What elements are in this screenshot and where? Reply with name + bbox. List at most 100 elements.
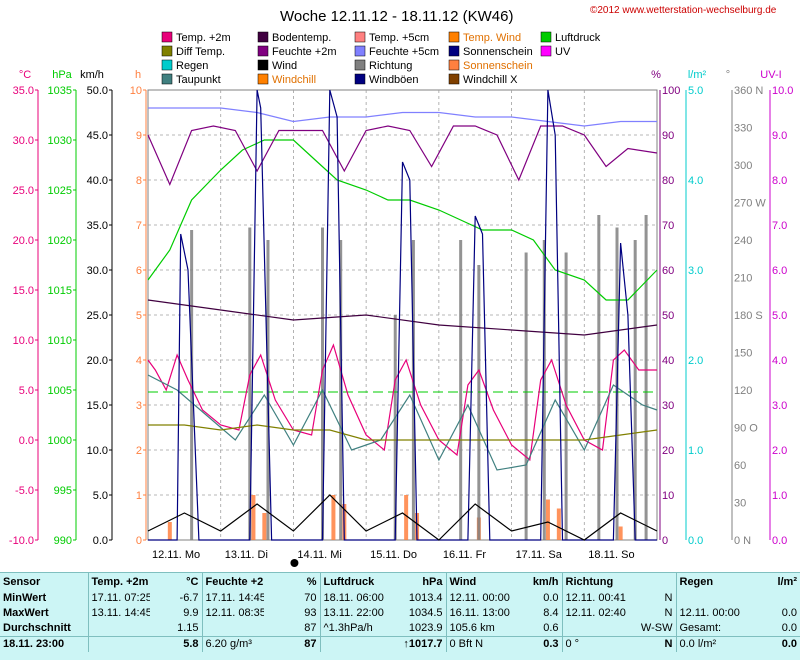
dir-max-time: 12.11. 02:40 xyxy=(561,606,632,621)
wind-min-time: 12.11. 00:00 xyxy=(445,591,516,606)
axis-tick-label: 120 xyxy=(734,385,752,397)
axis-tick-label: 10.0 xyxy=(87,445,108,457)
legend-label: Feuchte +5cm xyxy=(369,46,439,58)
legend-label: Windböen xyxy=(369,74,419,86)
legend-swatch xyxy=(448,45,460,57)
series-line-luftdruck xyxy=(147,139,658,301)
axis-tick-label: 1025 xyxy=(48,185,72,197)
legend-label: Sonnenschein xyxy=(463,60,533,72)
x-tick-label: 16.11. Fr xyxy=(443,549,487,561)
bar-sonnenschein xyxy=(262,513,267,540)
wind-header: Wind xyxy=(445,573,516,591)
bar-sonnenschein xyxy=(331,495,336,540)
x-tick-label: 14.11. Mi xyxy=(297,549,341,561)
legend-swatch xyxy=(161,31,173,43)
axis-tick-label: 10.0 xyxy=(772,85,793,97)
axis-unit-humidity_pct: % xyxy=(651,69,661,81)
temp-avg-value: 1.15 xyxy=(177,622,199,634)
row-label: Durchschnitt xyxy=(3,622,71,634)
temp-max-value: 9.9 xyxy=(183,607,199,619)
axis-tick-label: 20.0 xyxy=(13,235,34,247)
axis-tick-label: 1030 xyxy=(48,135,72,147)
axis-tick-label: 995 xyxy=(54,485,72,497)
axis-tick-label: 5.0 xyxy=(19,385,34,397)
bar-richtung xyxy=(248,227,252,540)
legend-swatch xyxy=(257,73,269,85)
bar-richtung xyxy=(339,240,343,540)
axis-tick-label: 2 xyxy=(136,445,142,457)
axis-tick-label: 20 xyxy=(662,445,674,457)
axis-tick-label: 60 xyxy=(734,460,746,472)
legend-swatch xyxy=(161,73,173,85)
legend-swatch xyxy=(257,45,269,57)
current-direction: N xyxy=(632,636,676,652)
axis-tick-label: 1 xyxy=(136,490,142,502)
axis-tick-label: 10.0 xyxy=(13,335,34,347)
press-avg-value: 1023.9 xyxy=(408,622,443,634)
press-max-time: 13.11. 22:00 xyxy=(319,606,390,621)
current-rain-amount: 0.0 l/m² xyxy=(675,636,756,652)
temp-avg-time xyxy=(87,621,150,637)
bar-sonnenschein xyxy=(167,522,172,540)
current-timestamp: 18.11. 23:00 xyxy=(0,636,88,652)
legend-label: Temp. +2m xyxy=(176,32,231,44)
dir-min-value: N xyxy=(664,592,673,604)
pressure-unit: hPa xyxy=(422,576,443,588)
axis-tick-label: 25.0 xyxy=(87,310,108,322)
bar-richtung xyxy=(597,215,601,540)
temp-min-value: -6.7 xyxy=(179,592,199,604)
temp-header: Temp. +2m xyxy=(87,573,150,591)
axis-tick-label: 5 xyxy=(136,310,142,322)
legend-swatch xyxy=(448,31,460,43)
axis-tick-label: 9 xyxy=(136,130,142,142)
axis-tick-label: 5.0 xyxy=(93,490,108,502)
press-max-value: 1034.5 xyxy=(408,607,443,619)
legend-label: Feuchte +2m xyxy=(272,46,337,58)
current-rain: 0.0 xyxy=(756,636,800,652)
axis-tick-label: 80 xyxy=(662,175,674,187)
sensor-header: Sensor xyxy=(3,576,41,588)
axis-tick-label: 35.0 xyxy=(13,85,34,97)
x-axis: 12.11. Mo 13.11. Di 14.11. Mi 15.11. Do 16.1… xyxy=(152,549,635,567)
row-label: MinWert xyxy=(3,592,47,604)
rain-unit: l/m² xyxy=(777,576,797,588)
axis-tick-label: 2.0 xyxy=(772,445,787,457)
rain-total-label: Gesamt: xyxy=(675,621,756,637)
dir-max-value: N xyxy=(664,607,673,619)
hum-avg-value: 87 xyxy=(304,622,317,634)
rain-max-value: 0.0 xyxy=(781,607,797,619)
axis-tick-label: 100 xyxy=(662,85,680,97)
axis-tick-label: 6.0 xyxy=(772,265,787,277)
wind-distance: 105.6 km xyxy=(445,621,516,637)
x-tick-label: 17.11. Sa xyxy=(516,549,563,561)
axis-tick-label: 20.0 xyxy=(87,355,108,367)
axis-tick-label: 2.0 xyxy=(688,355,703,367)
axis-tick-label: 0.0 xyxy=(19,435,34,447)
axis-tick-label: 6 xyxy=(136,265,142,277)
axis-tick-label: 0.0 xyxy=(772,535,787,547)
axis-tick-label: 90 O xyxy=(734,423,758,435)
series-line-wind xyxy=(147,494,658,541)
right-axes: %1009080706050403020100l/m²5.04.03.02.01… xyxy=(651,69,793,547)
current-humidity: 87 xyxy=(264,636,320,652)
dir-avg-time xyxy=(561,621,632,637)
bar-richtung xyxy=(477,265,481,540)
current-temp: 5.8 xyxy=(150,636,202,652)
axis-tick-label: 1020 xyxy=(48,235,72,247)
axis-tick-label: 240 xyxy=(734,235,752,247)
temp-max-time: 13.11. 14:45 xyxy=(87,606,150,621)
statistics-table: Sensor Temp. +2m °C Feuchte +2m % Luftdr… xyxy=(0,572,800,660)
legend-label: Bodentemp. xyxy=(272,32,331,44)
bar-richtung xyxy=(633,240,637,540)
axis-tick-label: 270 W xyxy=(734,198,766,210)
axis-tick-label: 90 xyxy=(662,130,674,142)
chart-legend: Temp. +2m Diff Temp. Regen Taupunkt Bodentem… xyxy=(161,31,601,86)
bar-sonnenschein xyxy=(545,499,550,540)
axis-tick-label: 0.0 xyxy=(688,535,703,547)
rain-header: Regen xyxy=(675,573,756,591)
axis-tick-label: 4.0 xyxy=(772,355,787,367)
axis-tick-label: 15.0 xyxy=(13,285,34,297)
axis-tick-label: 1010 xyxy=(48,335,72,347)
axis-tick-label: 210 xyxy=(734,273,752,285)
series-line-windb-en xyxy=(148,89,657,541)
